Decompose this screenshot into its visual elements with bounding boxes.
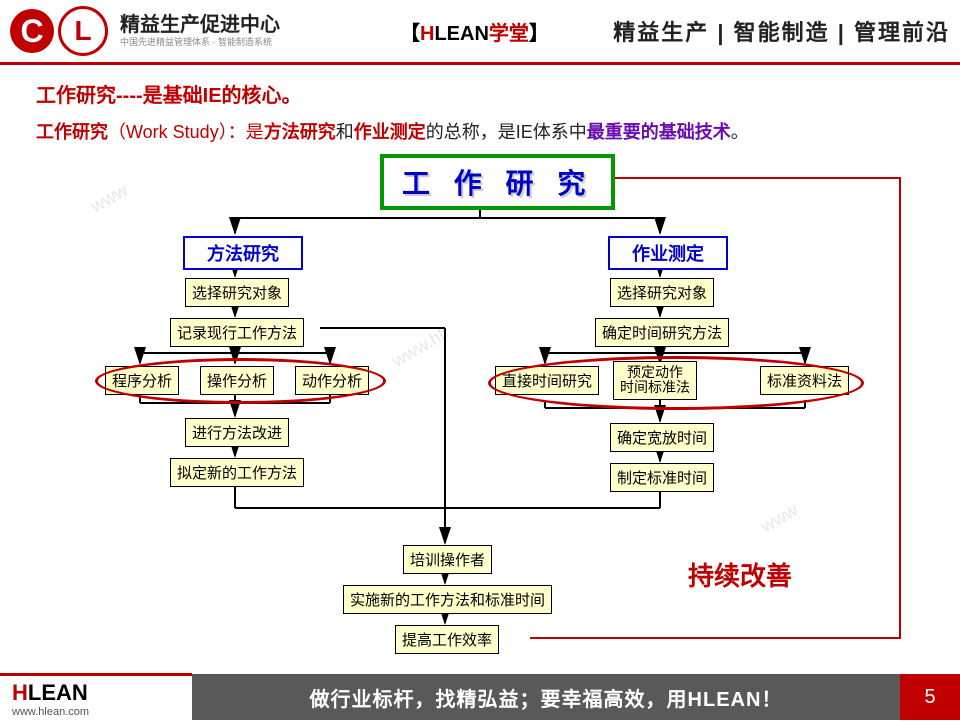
footer-brand: HLEAN www.hlean.com xyxy=(0,673,192,722)
continuous-improvement-label: 持续改善 xyxy=(688,556,792,593)
bottom-b1: 培训操作者 xyxy=(403,545,492,574)
logo-text: 精益生产促进中心 中国先进精益管理体系 · 智能制造系统 xyxy=(120,14,280,47)
left-n3a: 程序分析 xyxy=(105,366,179,395)
diagram-title: 工 作 研 究 xyxy=(380,154,615,210)
page-number: 5 xyxy=(900,674,960,720)
watermark: www xyxy=(87,180,131,218)
right-n5: 制定标准时间 xyxy=(610,463,714,492)
left-n2: 记录现行工作方法 xyxy=(170,318,304,347)
work-study-diagram: www www.hl www xyxy=(0,148,960,648)
intro-line2: 工作研究（Work Study）：是方法研究和作业测定的总称，是IE体系中最重要… xyxy=(36,118,924,144)
left-n1: 选择研究对象 xyxy=(185,278,289,307)
left-branch-header: 方法研究 xyxy=(183,236,303,270)
right-n4: 确定宽放时间 xyxy=(610,423,714,452)
footer-url: www.hlean.com xyxy=(12,706,192,718)
logo-area: C L 精益生产促进中心 中国先进精益管理体系 · 智能制造系统 xyxy=(10,6,280,56)
hlean-school-tag: 【HLEAN学堂】 xyxy=(400,17,549,46)
slide-footer: HLEAN www.hlean.com 做行业标杆，找精弘益；要幸福高效，用HL… xyxy=(0,674,960,720)
bottom-b3: 提高工作效率 xyxy=(395,625,499,654)
left-n3c: 动作分析 xyxy=(295,366,369,395)
logo-main: 精益生产促进中心 xyxy=(120,14,280,37)
right-n3b: 预定动作时间标准法 xyxy=(613,361,697,400)
right-n3c: 标准资料法 xyxy=(760,366,849,395)
intro-line1: 工作研究----是基础IE的核心。 xyxy=(36,79,924,108)
left-n3b: 操作分析 xyxy=(200,366,274,395)
bottom-b2: 实施新的工作方法和标准时间 xyxy=(343,585,552,614)
watermark: www.hl xyxy=(389,325,449,372)
right-branch-header: 作业测定 xyxy=(608,236,728,270)
intro-text: 工作研究----是基础IE的核心。 工作研究（Work Study）：是方法研究… xyxy=(0,65,960,148)
watermark: www xyxy=(757,500,801,538)
right-n3a: 直接时间研究 xyxy=(495,366,599,395)
slide-header: C L 精益生产促进中心 中国先进精益管理体系 · 智能制造系统 【HLEAN学… xyxy=(0,0,960,65)
left-n5: 拟定新的工作方法 xyxy=(170,458,304,487)
right-n1: 选择研究对象 xyxy=(610,278,714,307)
left-n4: 进行方法改进 xyxy=(185,418,289,447)
logo-l-icon: L xyxy=(58,6,108,56)
logo-c-icon: C xyxy=(10,9,54,53)
right-n2: 确定时间研究方法 xyxy=(595,318,729,347)
header-nav: 精益生产 | 智能制造 | 管理前沿 xyxy=(613,15,950,47)
footer-slogan: 做行业标杆，找精弘益；要幸福高效，用HLEAN！ xyxy=(192,674,900,720)
logo-sub: 中国先进精益管理体系 · 智能制造系统 xyxy=(120,37,280,47)
